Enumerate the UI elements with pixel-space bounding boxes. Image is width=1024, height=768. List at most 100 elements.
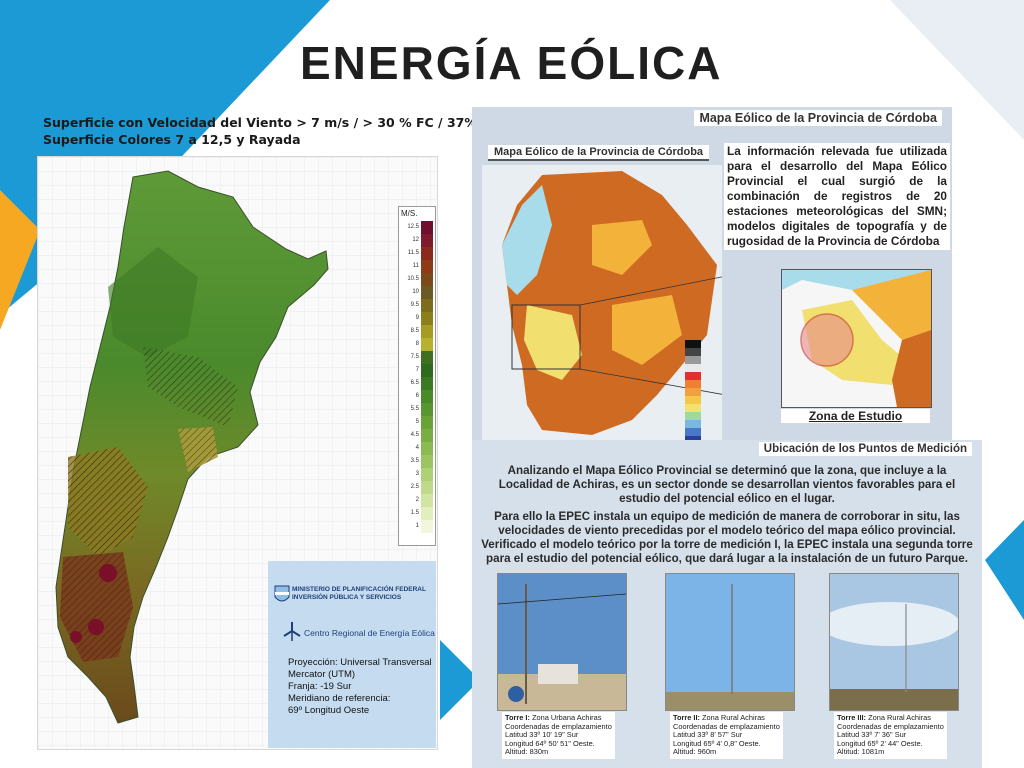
legend-label: 6 [415, 393, 419, 399]
map-info-box: MINISTERIO DE PLANIFICACIÓN FEDERAL INVE… [268, 561, 436, 748]
subtitle-line-1: Superficie con Velocidad del Viento > 7 … [43, 115, 477, 130]
torre-caption: Torre II: Zona Rural Achiras Coordenadas … [670, 712, 783, 759]
cordoba-panel-header: Mapa Eólico de la Provincia de Córdoba [694, 110, 942, 126]
torre-coords: Coordenadas de emplazamiento [837, 721, 944, 731]
legend-label: 11.5 [407, 250, 419, 256]
projection-line: Proyección: Universal Transversal [288, 657, 432, 668]
legend-label: 3.5 [410, 458, 419, 464]
medicion-panel: Ubicación de los Puntos de Medición Anal… [472, 440, 982, 768]
zona-estudio-map [782, 270, 931, 407]
torre-zone: Zona Rural Achiras [702, 713, 765, 722]
torre-lon: Longitud 65º 4' 0,8" Oeste. [673, 738, 761, 748]
torre-lat: Latitud 33º 10' 19" Sur [505, 730, 579, 740]
torre-name: Torre II: [673, 713, 700, 722]
torre-caption: Torre I: Zona Urbana Achiras Coordenadas … [502, 712, 615, 759]
medicion-paragraph-2: Para ello la EPEC instala un equipo de m… [481, 510, 973, 565]
legend-swatch [421, 325, 433, 338]
legend-label: 4 [415, 445, 419, 451]
projection-line: Mercator (UTM) [288, 669, 356, 680]
legend-swatch [421, 442, 433, 455]
legend-swatch [421, 377, 433, 390]
legend-swatch [421, 312, 433, 325]
legend-label: 9 [415, 315, 419, 321]
slide-title: ENERGÍA EÓLICA [300, 37, 723, 89]
torre-3-photo [829, 573, 959, 711]
legend-swatch [421, 273, 433, 286]
medicion-paragraph-1: Analizando el Mapa Eólico Provincial se … [498, 464, 956, 505]
torre-name: Torre I: [505, 713, 530, 722]
torre-lat: Latitud 33º 7' 36" Sur [837, 730, 907, 740]
wind-speed-legend: M/S. 12.5 12 11.5 11 10.5 10 9.5 9 8.5 8 7.5 7 6.5 6 5… [398, 206, 436, 546]
legend-swatch [421, 390, 433, 403]
torre-caption: Torre III: Zona Rural Achiras Coordenadas… [834, 712, 947, 759]
wind-turbine-icon [283, 622, 301, 641]
legend-swatch [421, 260, 433, 273]
legend-label: 10 [412, 289, 419, 295]
legend-label: 5 [415, 419, 419, 425]
legend-label: 11 [412, 263, 419, 269]
legend-label: 7 [415, 367, 419, 373]
legend-swatch [421, 520, 433, 533]
legend-label: 12 [412, 237, 419, 243]
projection-line: Franja: -19 Sur [288, 681, 352, 692]
subtitle-line-2: Superficie Colores 7 a 12,5 y Rayada [43, 132, 301, 147]
zona-estudio-zoom [781, 269, 932, 408]
torre-zone: Zona Rural Achiras [868, 713, 931, 722]
legend-label: 2.5 [410, 484, 419, 490]
legend-swatch [421, 286, 433, 299]
legend-label: 3 [415, 471, 419, 477]
cordoba-legend-colorbar [685, 340, 701, 443]
torre-alt: Altitud: 830m [505, 747, 549, 757]
cordoba-info-text: La información relevada fue utilizada pa… [724, 143, 950, 250]
torre-1-photo [497, 573, 627, 711]
cordoba-map-title: Mapa Eólico de la Provincia de Córdoba [488, 145, 710, 161]
legend-label: 2 [415, 497, 419, 503]
legend-swatch [421, 299, 433, 312]
legend-label: 5.5 [410, 406, 419, 412]
legend-swatch [421, 351, 433, 364]
cordoba-wind-map [482, 165, 722, 443]
legend-label: 10.5 [407, 276, 419, 282]
argentina-shield-icon [274, 585, 290, 602]
torre-coords: Coordenadas de emplazamiento [505, 721, 612, 731]
centro-regional-label: Centro Regional de Energía Eólica [304, 628, 435, 638]
torre-2-photo [665, 573, 795, 711]
legend-title: M/S. [401, 209, 418, 218]
legend-label: 12.5 [407, 224, 419, 230]
legend-swatch [421, 481, 433, 494]
legend-swatch [421, 416, 433, 429]
legend-swatch [421, 429, 433, 442]
torre-lon: Longitud 65º 2' 44" Oeste. [837, 738, 923, 748]
legend-swatch [421, 494, 433, 507]
medicion-panel-header: Ubicación de los Puntos de Medición [758, 442, 972, 456]
legend-swatch [421, 338, 433, 351]
legend-label: 1 [415, 523, 419, 529]
legend-swatch [421, 247, 433, 260]
cordoba-map-panel: Mapa Eólico de la Provincia de Córdoba M… [472, 107, 952, 443]
ministry-name: MINISTERIO DE PLANIFICACIÓN FEDERAL INVE… [292, 586, 426, 601]
subtitle: Superficie con Velocidad del Viento > 7 … [43, 114, 477, 148]
legend-swatch [421, 403, 433, 416]
legend-label: 8.5 [410, 328, 419, 334]
legend-label: 7.5 [410, 354, 419, 360]
torre-name: Torre III: [837, 713, 867, 722]
projection-text: Proyección: Universal Transversal Mercat… [288, 657, 433, 717]
legend-label: 1.5 [410, 510, 419, 516]
torre-alt: Altitud: 1081m [837, 747, 885, 757]
legend-swatch [421, 364, 433, 377]
torre-lon: Longitud 64º 50' 51" Oeste. [505, 738, 595, 748]
legend-label: 6.5 [410, 380, 419, 386]
legend-swatch [421, 507, 433, 520]
legend-swatch [421, 468, 433, 481]
legend-label: 9.5 [410, 302, 419, 308]
legend-label: 4.5 [410, 432, 419, 438]
torre-zone: Zona Urbana Achiras [531, 713, 602, 722]
projection-line: Meridiano de referencia: [288, 693, 391, 704]
torre-alt: Altitud: 960m [673, 747, 717, 757]
torre-lat: Latitud 33º 8' 57" Sur [673, 730, 743, 740]
legend-swatch [421, 455, 433, 468]
legend-swatch [421, 234, 433, 247]
legend-label: 8 [415, 341, 419, 347]
projection-line: 69º Longitud Oeste [288, 705, 370, 716]
zona-estudio-label: Zona de Estudio [781, 409, 930, 423]
